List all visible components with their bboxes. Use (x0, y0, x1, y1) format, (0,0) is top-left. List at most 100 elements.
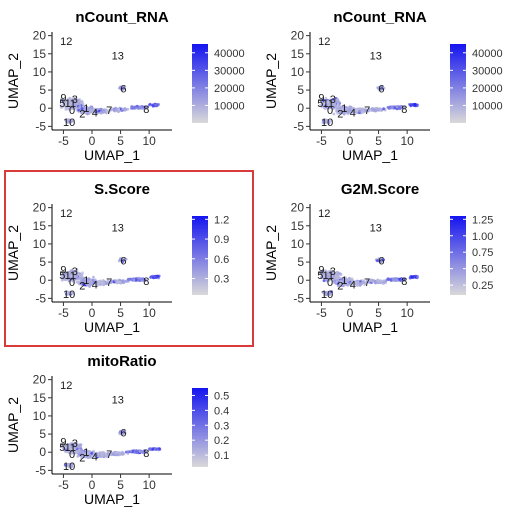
cluster-label: 11 (65, 98, 76, 110)
cell-point (416, 275, 419, 279)
cell-point (64, 106, 68, 110)
cell-point (158, 447, 161, 451)
cell-point (123, 108, 127, 112)
x-axis-label: UMAP_1 (342, 319, 398, 335)
panel-title: nCount_RNA (75, 9, 168, 26)
cluster-label: 8 (401, 104, 407, 116)
cell-point (120, 87, 123, 90)
y-tick-label: 0 (39, 101, 46, 115)
cell-point (98, 280, 102, 284)
cell-point (395, 105, 399, 109)
y-tick-label: 10 (291, 65, 305, 79)
cell-point (80, 107, 84, 111)
cluster-label: 1 (83, 103, 89, 115)
y-tick-label: 0 (39, 445, 46, 459)
colorbar-tick-label: 1.25 (472, 214, 493, 226)
umap-points (319, 85, 420, 125)
cell-point (138, 105, 142, 109)
cell-point (337, 100, 340, 103)
y-tick-label: 5 (297, 83, 304, 97)
cluster-label: 12 (318, 36, 330, 48)
x-tick-label: -5 (58, 478, 69, 492)
cell-point (120, 452, 124, 456)
cell-point (100, 454, 104, 458)
cell-point (155, 276, 158, 279)
cell-point (64, 104, 67, 108)
colorbar-tick-label: 1.00 (472, 231, 493, 243)
cluster-label: 8 (401, 276, 407, 288)
colorbar-tick-label: 0.9 (214, 234, 229, 246)
cluster-label: 4 (92, 108, 98, 120)
colorbar-tick-label: 10000 (472, 100, 503, 112)
cell-point (90, 108, 94, 112)
panel-title: S.Score (94, 181, 150, 198)
cluster-label: 0 (327, 105, 333, 117)
y-axis-label: UMAP_2 (5, 397, 21, 453)
cell-point (386, 277, 390, 281)
x-tick-label: 10 (142, 478, 156, 492)
cell-point (141, 107, 145, 110)
cluster-label: 6 (378, 255, 384, 267)
x-axis-label: UMAP_1 (342, 147, 398, 163)
cluster-label: 4 (92, 452, 98, 464)
cluster-label: 13 (370, 51, 382, 63)
panel-title: G2M.Score (341, 181, 419, 198)
cell-point (410, 275, 413, 279)
colorbar-tick-label: 10000 (214, 100, 245, 112)
y-tick-label: 10 (291, 237, 305, 251)
cluster-label: 13 (370, 223, 382, 235)
cell-point (382, 107, 385, 111)
colorbar-tick-label: 0.2 (214, 435, 229, 447)
x-tick-label: 5 (117, 306, 124, 320)
cluster-label: 12 (60, 380, 72, 392)
y-tick-label: -5 (293, 119, 304, 133)
cluster-label: 0 (327, 277, 333, 289)
cell-point (151, 276, 155, 279)
cluster-label: 12 (60, 36, 72, 48)
cell-point (372, 279, 376, 283)
y-axis-label: UMAP_2 (5, 225, 21, 281)
x-tick-label: 0 (347, 134, 354, 148)
y-tick-label: 5 (39, 83, 46, 97)
cluster-label: 8 (143, 448, 149, 460)
cell-point (131, 105, 134, 109)
cell-point (324, 96, 328, 100)
y-tick-label: 5 (39, 427, 46, 441)
cell-point (148, 103, 151, 107)
cell-point (126, 450, 130, 453)
cell-point (377, 279, 381, 283)
cell-point (77, 101, 80, 105)
y-tick-label: -5 (293, 291, 304, 305)
y-tick-label: 20 (33, 373, 47, 387)
y-tick-label: 5 (39, 255, 46, 269)
cluster-label: 4 (350, 280, 356, 292)
cluster-label: 6 (120, 427, 126, 439)
cell-point (73, 102, 77, 105)
y-tick-label: 0 (297, 101, 304, 115)
y-axis-label: UMAP_2 (263, 53, 279, 109)
colorbar-tick-label: 40000 (472, 48, 503, 60)
y-tick-label: 0 (39, 273, 46, 287)
colorbar (450, 44, 466, 123)
y-axis-label: UMAP_2 (5, 53, 21, 109)
cell-point (101, 282, 104, 285)
x-tick-label: -5 (316, 134, 327, 148)
colorbar-tick-label: 0.75 (472, 247, 493, 259)
cell-point (114, 452, 118, 455)
x-tick-label: 0 (89, 134, 96, 148)
y-tick-label: 15 (291, 219, 305, 233)
cell-point (61, 104, 65, 108)
cluster-label: 2 (79, 453, 85, 465)
y-tick-label: 15 (291, 47, 305, 61)
cell-point (60, 97, 63, 101)
x-tick-label: 10 (142, 134, 156, 148)
x-tick-label: -5 (58, 306, 69, 320)
x-tick-label: 5 (375, 306, 382, 320)
y-tick-label: 15 (33, 47, 47, 61)
